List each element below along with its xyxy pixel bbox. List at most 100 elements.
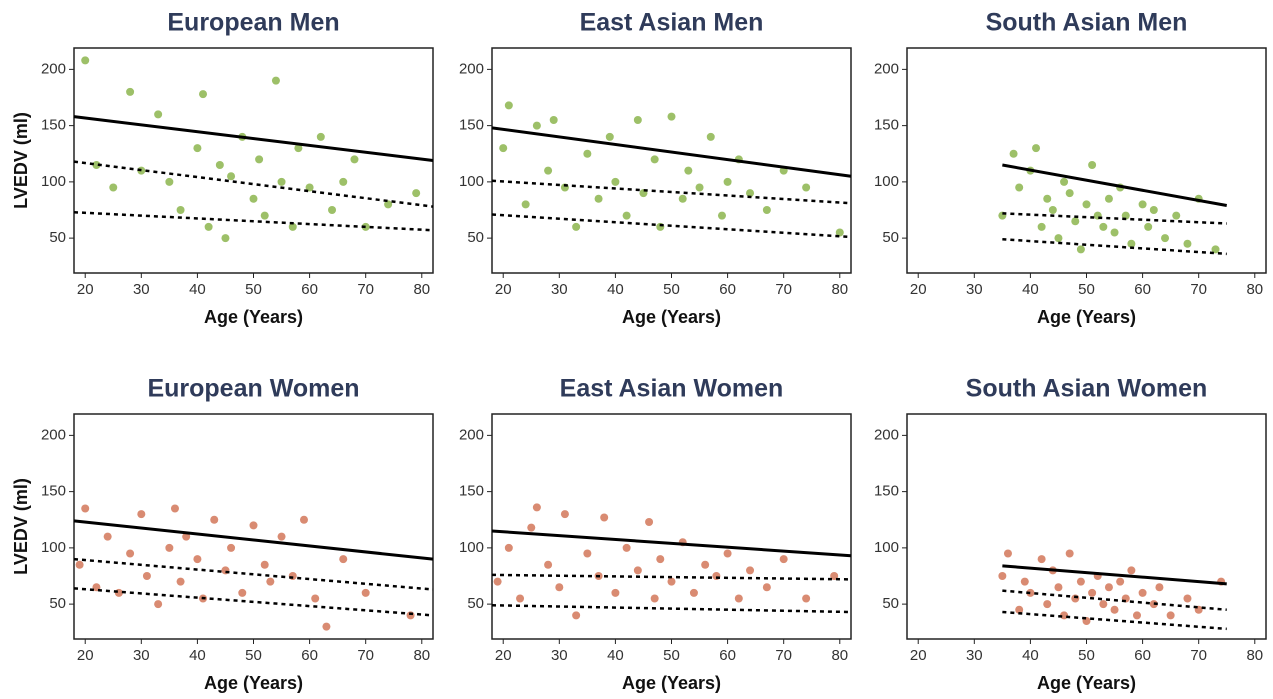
point — [255, 155, 264, 164]
x-tick-label: 50 — [663, 281, 680, 298]
dashed-line — [1002, 238, 1227, 256]
y-tick-label: 150 — [459, 483, 484, 500]
point — [1183, 239, 1192, 248]
point — [762, 583, 771, 592]
point — [1155, 583, 1164, 592]
point — [294, 144, 303, 153]
point — [1172, 211, 1181, 220]
y-tick-label: 50 — [882, 595, 899, 612]
dashed-line — [73, 557, 434, 591]
point — [656, 555, 665, 564]
point — [204, 222, 213, 231]
point — [633, 566, 642, 575]
x-tick-label: 40 — [607, 647, 624, 664]
x-tick-label: 70 — [1190, 281, 1207, 298]
point — [1132, 611, 1141, 620]
point — [1099, 600, 1108, 609]
point — [762, 206, 771, 214]
point — [384, 200, 393, 209]
point — [516, 594, 525, 603]
point — [667, 577, 676, 586]
point — [532, 121, 541, 130]
point — [126, 87, 135, 96]
point — [572, 611, 581, 620]
point — [835, 228, 844, 237]
point — [706, 132, 715, 141]
panel-title: East Asian Men — [580, 9, 764, 37]
plot-frame — [491, 413, 852, 640]
point — [734, 594, 743, 603]
point — [1104, 583, 1113, 592]
point — [103, 532, 112, 541]
x-tick-label: 60 — [719, 647, 736, 664]
point — [605, 132, 614, 141]
point — [176, 577, 185, 586]
solid-line — [1002, 564, 1227, 586]
dashed-line — [491, 604, 852, 614]
dashed-line — [491, 573, 852, 581]
point — [544, 166, 553, 175]
point — [802, 594, 811, 603]
point — [260, 211, 269, 220]
point — [1043, 600, 1052, 609]
x-tick-label: 50 — [245, 647, 262, 664]
panel-title: East Asian Women — [560, 375, 784, 403]
point — [1065, 189, 1074, 198]
point — [689, 588, 698, 597]
point — [527, 523, 536, 532]
point — [1026, 588, 1035, 597]
point — [1127, 239, 1136, 248]
x-tick-label: 40 — [189, 281, 206, 298]
point — [555, 583, 564, 592]
x-tick-label: 20 — [910, 281, 927, 298]
point — [361, 222, 370, 231]
x-tick-label: 50 — [1078, 647, 1095, 664]
x-tick-label: 50 — [1078, 281, 1095, 298]
x-axis-label: Age (Years) — [622, 307, 721, 327]
point — [998, 572, 1007, 580]
x-tick-label: 60 — [719, 281, 736, 298]
point — [328, 206, 337, 214]
point — [1110, 605, 1119, 614]
point — [1060, 177, 1069, 186]
x-tick-label: 80 — [1246, 647, 1263, 664]
point — [339, 177, 348, 186]
point — [322, 622, 331, 631]
point — [1099, 222, 1108, 231]
y-tick-label: 200 — [459, 426, 484, 443]
point — [633, 116, 642, 124]
y-axis-label: LVEDV (ml) — [11, 112, 31, 209]
x-tick-label: 70 — [775, 647, 792, 664]
y-tick-label: 50 — [49, 229, 66, 246]
point — [154, 600, 163, 609]
x-tick-label: 20 — [910, 647, 927, 664]
y-tick-label: 50 — [882, 229, 899, 246]
point — [802, 183, 811, 192]
panel-title: European Women — [147, 375, 359, 403]
point — [521, 200, 530, 209]
y-tick-label: 150 — [874, 117, 899, 134]
point — [572, 222, 581, 231]
point — [277, 532, 286, 541]
y-tick-label: 50 — [467, 595, 484, 612]
point — [1104, 194, 1113, 203]
point — [81, 504, 90, 513]
y-axis-label: LVEDV (ml) — [11, 478, 31, 575]
point — [1015, 183, 1024, 192]
point — [1116, 577, 1125, 586]
point — [1082, 200, 1091, 209]
dashed-line — [491, 213, 852, 239]
y-tick-label: 150 — [41, 483, 66, 500]
x-tick-label: 80 — [831, 281, 848, 298]
point — [622, 211, 631, 220]
point — [746, 566, 755, 575]
point — [227, 543, 236, 552]
solid-line — [491, 529, 852, 558]
x-tick-label: 80 — [831, 647, 848, 664]
point — [1088, 588, 1097, 597]
point — [154, 110, 163, 119]
point — [1149, 206, 1158, 214]
point — [114, 588, 123, 597]
point — [1037, 555, 1046, 564]
x-tick-label: 70 — [357, 281, 374, 298]
